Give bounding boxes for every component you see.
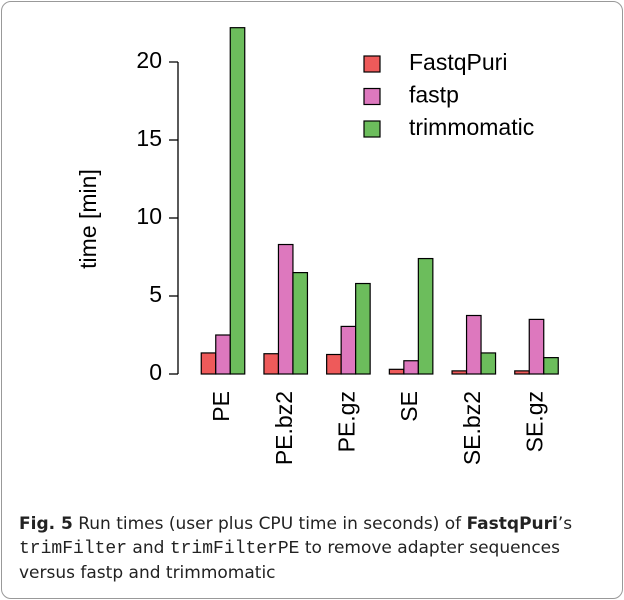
y-tick-label: 20: [136, 47, 162, 73]
bar: [340, 325, 357, 375]
caption-text: versus fastp and trimmomatic: [19, 563, 276, 583]
x-tick-label: SE: [396, 391, 422, 422]
bar: [514, 370, 530, 375]
bar: [451, 370, 468, 375]
legend-swatch: [363, 55, 381, 73]
y-axis-label: time [min]: [75, 169, 101, 269]
bar: [263, 353, 280, 375]
bar: [277, 243, 294, 375]
caption-line: Fig. 5 Run times (user plus CPU time in …: [19, 512, 572, 536]
caption-text: to remove adapter sequences: [299, 538, 560, 558]
caption-text: and: [127, 538, 170, 558]
bar: [528, 318, 545, 375]
bar: [480, 352, 497, 375]
y-tick-label: 0: [149, 359, 162, 385]
caption: Fig. 5 Run times (user plus CPU time in …: [19, 512, 572, 585]
y-tick-label: 15: [136, 125, 162, 151]
bar: [326, 353, 342, 375]
bar: [543, 357, 559, 375]
legend-swatch: [363, 120, 381, 138]
x-tick-label: PE.bz2: [271, 391, 297, 465]
caption-line: trimFilter and trimFilterPE to remove ad…: [19, 536, 572, 561]
bar: [292, 272, 309, 375]
y-tick-label: 5: [149, 281, 162, 307]
legend-label: fastp: [409, 82, 459, 108]
bar: [417, 257, 434, 375]
x-tick-label: PE: [208, 391, 234, 422]
bar: [229, 27, 246, 375]
caption-line: versus fastp and trimmomatic: [19, 561, 572, 585]
chart: time [min] 0 5 10 15 20 PE PE.bz2 PE.gz SE SE.bz2…: [75, 27, 559, 465]
bar: [465, 314, 482, 375]
caption-text: ’s: [557, 514, 573, 534]
bar: [388, 368, 405, 375]
bar: [200, 352, 217, 375]
legend-swatch: [363, 87, 381, 106]
bar: [403, 360, 419, 375]
bar: [215, 334, 231, 375]
caption-text: trimFilterPE: [169, 539, 300, 559]
x-tick-label: SE.gz: [522, 391, 548, 452]
y-tick-label: 10: [136, 203, 162, 229]
caption-text: Fig. 5: [19, 514, 73, 534]
x-tick-label: PE.gz: [333, 391, 359, 452]
caption-text: Run times (user plus CPU time in seconds…: [72, 514, 467, 534]
legend-label: FastqPuri: [409, 49, 507, 75]
caption-text: FastqPuri: [466, 514, 558, 534]
legend-label: trimmomatic: [409, 114, 534, 140]
caption-text: trimFilter: [19, 539, 128, 559]
bar: [355, 282, 371, 375]
x-tick-label: SE.bz2: [459, 391, 485, 465]
